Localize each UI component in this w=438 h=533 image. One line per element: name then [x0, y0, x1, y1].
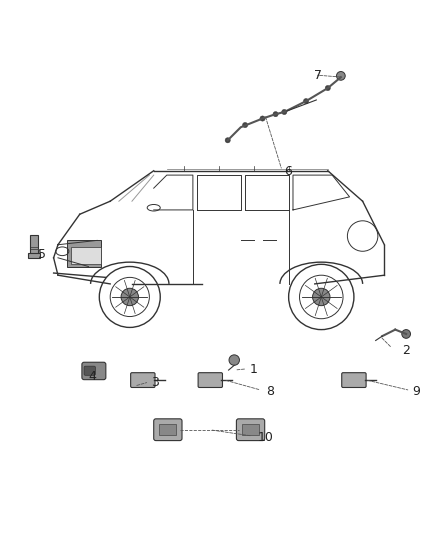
Bar	[242, 424, 259, 435]
Text: 10: 10	[258, 431, 274, 443]
Bar	[159, 424, 177, 435]
FancyBboxPatch shape	[154, 419, 182, 441]
Text: 2: 2	[402, 344, 410, 357]
FancyBboxPatch shape	[131, 373, 155, 387]
Circle shape	[225, 138, 230, 143]
Bar	[30, 235, 38, 256]
Circle shape	[402, 329, 410, 338]
Circle shape	[282, 109, 287, 115]
Text: 1: 1	[250, 363, 258, 376]
Circle shape	[229, 355, 240, 365]
Text: 5: 5	[39, 248, 46, 261]
FancyBboxPatch shape	[237, 419, 265, 441]
FancyBboxPatch shape	[82, 362, 106, 379]
Text: 4: 4	[88, 370, 96, 383]
Circle shape	[325, 85, 330, 91]
Circle shape	[336, 71, 345, 80]
Text: 8: 8	[266, 385, 274, 398]
Circle shape	[260, 116, 265, 121]
Circle shape	[304, 99, 309, 104]
Circle shape	[121, 288, 138, 305]
Circle shape	[313, 288, 330, 305]
FancyBboxPatch shape	[342, 373, 366, 387]
FancyBboxPatch shape	[84, 366, 95, 375]
Text: 6: 6	[284, 165, 292, 178]
FancyBboxPatch shape	[198, 373, 223, 387]
Text: 7: 7	[314, 69, 322, 83]
Bar	[67, 240, 102, 266]
Bar	[71, 247, 102, 264]
Text: 3: 3	[152, 376, 159, 389]
Text: 9: 9	[413, 385, 420, 398]
Circle shape	[273, 111, 278, 117]
Circle shape	[243, 123, 248, 128]
Bar	[28, 254, 40, 258]
